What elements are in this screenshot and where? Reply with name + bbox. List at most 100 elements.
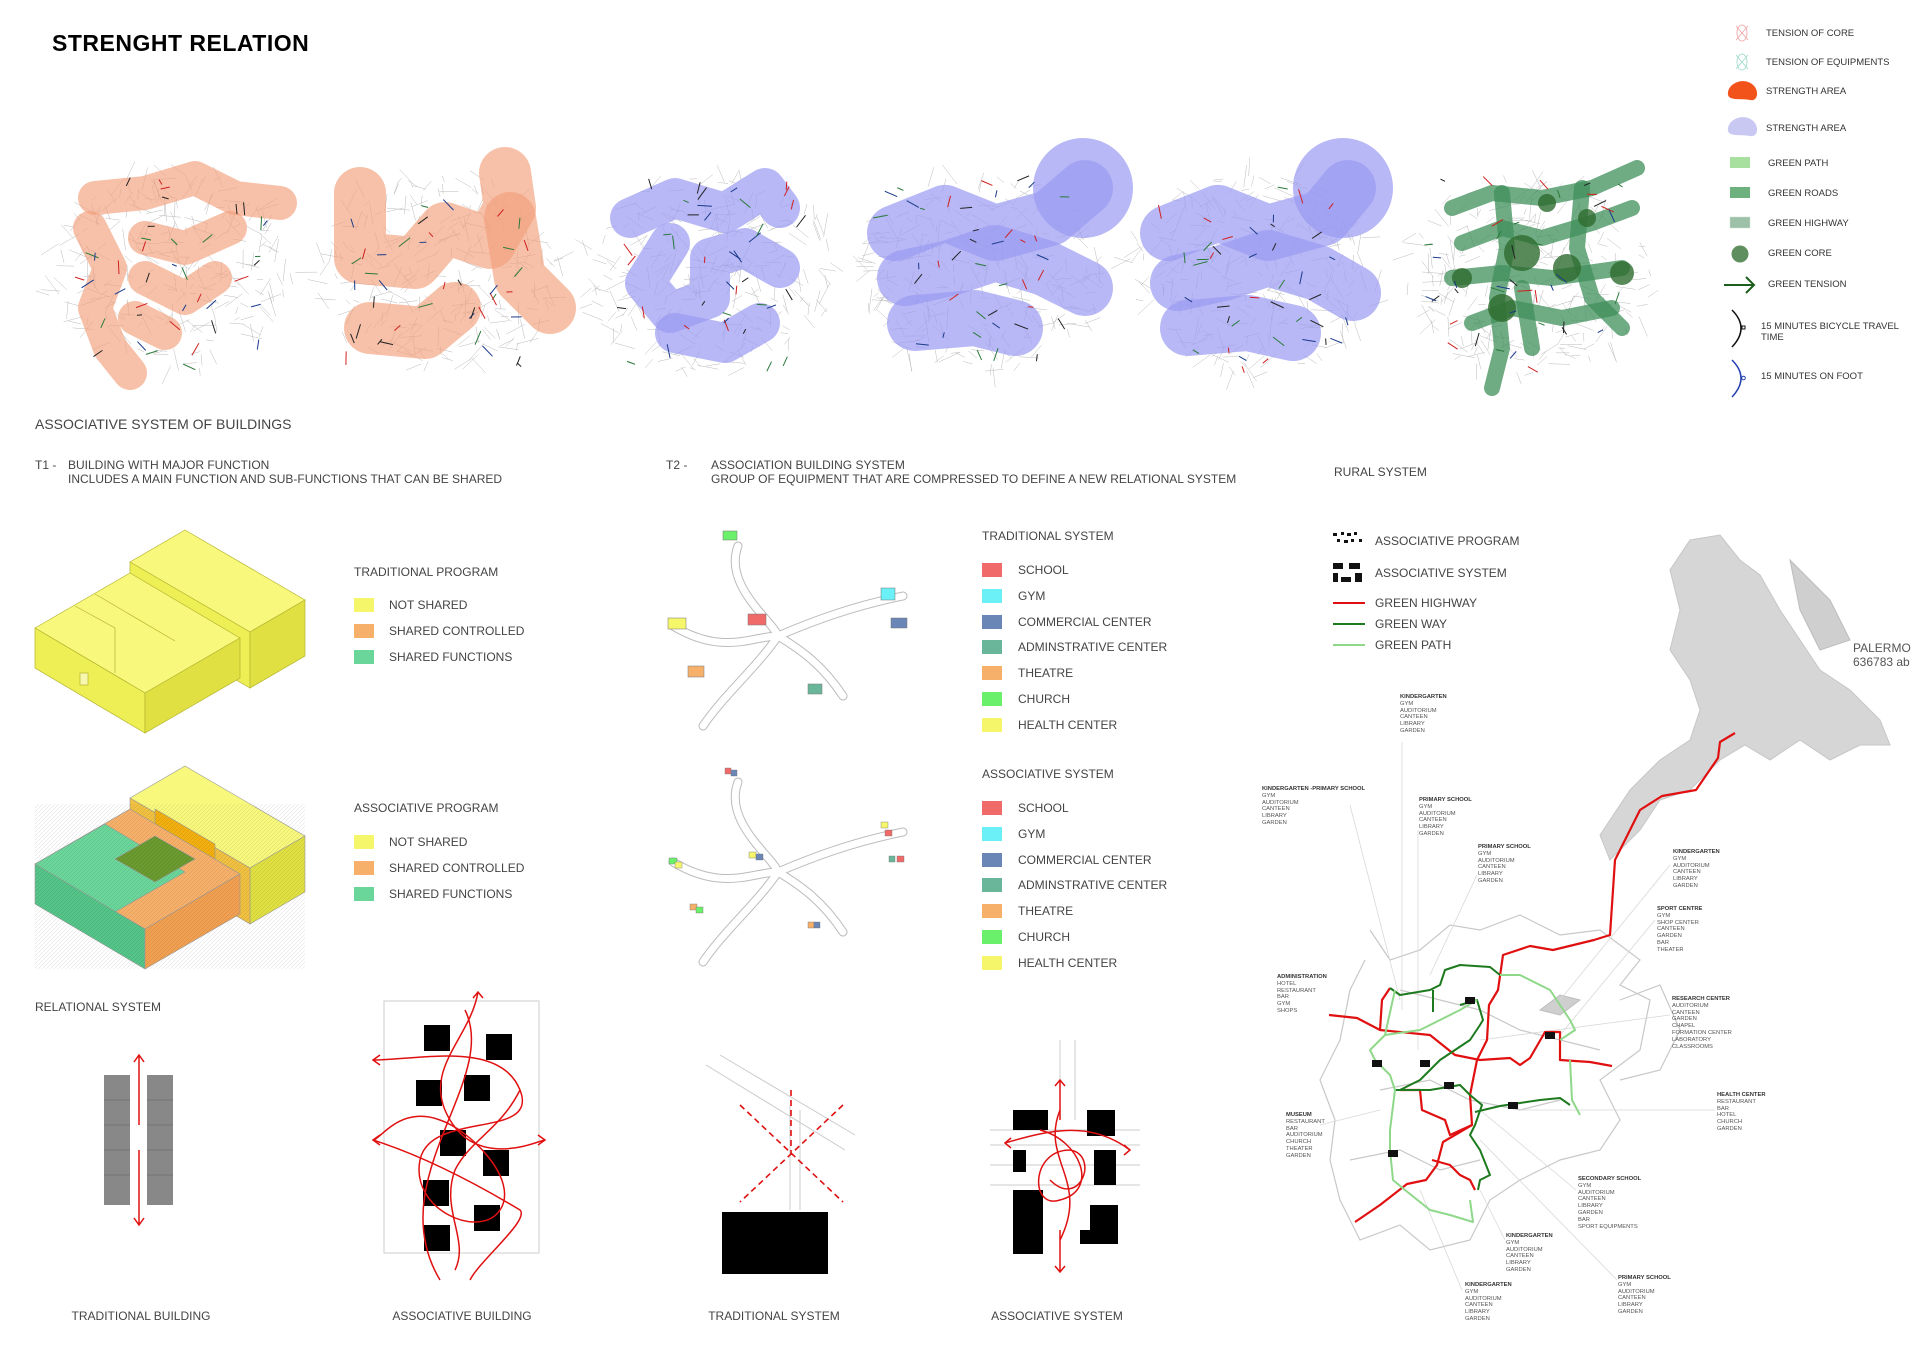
strength-area bbox=[1150, 230, 1381, 321]
facility-line: LABORATORY bbox=[1672, 1036, 1711, 1043]
facility-line: SPORT EQUIPMENTS bbox=[1578, 1223, 1638, 1230]
city-population: 636783 ab bbox=[1853, 655, 1910, 669]
facility-line: KINDERGARTEN -PRIMARY SCHOOL bbox=[1262, 786, 1366, 792]
legend-title: TRADITIONAL SYSTEM bbox=[982, 529, 1114, 543]
legend-label: NOT SHARED bbox=[389, 835, 468, 849]
label-leader-lines bbox=[1319, 742, 1715, 1291]
facility-line: GYM bbox=[1277, 1001, 1291, 1008]
traditional-building-isometric bbox=[34, 529, 306, 734]
facility-line: CANTEEN bbox=[1618, 1295, 1646, 1302]
strength-area bbox=[1514, 280, 1540, 356]
tension-lines bbox=[74, 177, 268, 371]
swatch-church bbox=[982, 930, 1002, 944]
facility-line: GARDEN bbox=[1286, 1152, 1311, 1159]
green-tension-arrow-icon bbox=[1724, 276, 1756, 294]
legend-label: SHARED CONTROLLED bbox=[389, 861, 525, 875]
facility-line: KINDERGARTEN bbox=[1465, 1282, 1512, 1288]
facility-line: CANTEEN bbox=[1400, 714, 1428, 721]
health-block bbox=[667, 617, 687, 630]
associative-building-isometric bbox=[34, 765, 306, 970]
facility-label: KINDERGARTEN -PRIMARY SCHOOL GYM AUDITORIU… bbox=[1262, 786, 1365, 827]
facility-label: PRIMARY SCHOOL GYM AUDITORIUM CANTEEN LIBRAR… bbox=[1618, 1275, 1671, 1316]
city-name: PALERMO bbox=[1853, 641, 1911, 655]
legend-label: GREEN CORE bbox=[1768, 248, 1832, 259]
facility-line: LIBRARY bbox=[1506, 1260, 1531, 1267]
strength-area bbox=[1454, 200, 1640, 251]
facility-line: LIBRARY bbox=[1578, 1203, 1603, 1210]
page-title: STRENGHT RELATION bbox=[52, 30, 310, 56]
green-core bbox=[1578, 209, 1596, 227]
traditional-building-diagram bbox=[104, 1053, 173, 1227]
admin-block bbox=[807, 683, 823, 695]
tension-lines bbox=[1424, 176, 1623, 373]
strength-area bbox=[128, 261, 232, 315]
church-block bbox=[722, 530, 738, 541]
strength-area bbox=[73, 211, 147, 390]
legend-label: SCHOOL bbox=[1018, 801, 1069, 815]
legend-label: THEATRE bbox=[1018, 904, 1074, 919]
facility-line: GYM bbox=[1618, 1281, 1632, 1288]
swatch-not-shared bbox=[354, 598, 374, 612]
green-roads-icon bbox=[1730, 187, 1750, 198]
facility-line: LIBRARY bbox=[1673, 876, 1698, 883]
strength-area bbox=[128, 211, 247, 265]
facility-line: SHOPS bbox=[1277, 1007, 1298, 1014]
green-path-icon bbox=[1730, 157, 1750, 168]
relational-diagrams bbox=[104, 990, 1140, 1281]
relational-system-title: RELATIONAL SYSTEM bbox=[35, 1000, 162, 1014]
facility-line: MUSEUM bbox=[1286, 1112, 1312, 1118]
legend-label: GREEN PATH bbox=[1768, 158, 1829, 169]
swatch-commercial-center bbox=[982, 852, 1002, 867]
facility-line: KINDERGARTEN bbox=[1506, 1233, 1553, 1239]
facility-line: LIBRARY bbox=[1465, 1309, 1490, 1316]
facility-label: SECONDARY SCHOOL GYM AUDITORIUM CANTEEN LIBR… bbox=[1578, 1176, 1641, 1230]
facility-line: GARDEN bbox=[1478, 877, 1503, 884]
legend-label: GREEN PATH bbox=[1375, 638, 1452, 652]
legend-label: CHURCH bbox=[1018, 692, 1070, 706]
swatch-adminstrative-center bbox=[982, 640, 1002, 655]
t1-code: T1 - bbox=[35, 458, 57, 472]
facility-line: CLASSROOMS bbox=[1672, 1043, 1713, 1050]
facility-line: BAR bbox=[1657, 939, 1669, 946]
facility-line: GARDEN bbox=[1262, 819, 1287, 826]
strength-area bbox=[610, 168, 800, 238]
associative-system-icon bbox=[1333, 563, 1362, 582]
school-block bbox=[747, 613, 767, 626]
facility-line: GARDEN bbox=[1717, 1125, 1742, 1132]
facility-line: BAR bbox=[1717, 1105, 1729, 1112]
facility-line: HOTEL bbox=[1277, 980, 1297, 987]
caption-associative-building: ASSOCIATIVE BUILDING bbox=[392, 1309, 532, 1323]
swatch-commercial-center bbox=[982, 614, 1002, 629]
legend-label: SHARED FUNCTIONS bbox=[389, 887, 513, 901]
legend-label: 15 MINUTES ON FOOT bbox=[1761, 371, 1863, 382]
facility-line: CANTEEN bbox=[1478, 864, 1506, 871]
facility-line: AUDITORIUM bbox=[1618, 1288, 1655, 1295]
caption-traditional-building: TRADITIONAL BUILDING bbox=[71, 1309, 211, 1323]
tension-lines bbox=[873, 175, 1070, 362]
city-label: PALERMO 636783 ab bbox=[1853, 641, 1911, 669]
t2-line2: GROUP OF EQUIPMENT THAT ARE COMPRESSED T… bbox=[711, 472, 1237, 486]
strength-area bbox=[625, 223, 800, 333]
facility-label: RESEARCH CENTER AUDITORIUM CANTEEN GARDEN CH… bbox=[1672, 996, 1732, 1050]
facility-line: CANTEEN bbox=[1506, 1253, 1534, 1260]
facility-line: GARDEN bbox=[1578, 1209, 1603, 1216]
strength-area bbox=[877, 225, 1113, 316]
legend-icons bbox=[1724, 24, 1758, 398]
rural-system-title: RURAL SYSTEM bbox=[1334, 465, 1427, 479]
facility-line: GARDEN bbox=[1672, 1016, 1697, 1023]
t1-line2: INCLUDES A MAIN FUNCTION AND SUB-FUNCTIO… bbox=[68, 472, 503, 486]
t2-code: T2 - bbox=[666, 458, 688, 472]
strength-diagram-4 bbox=[852, 138, 1133, 388]
caption-associative-system: ASSOCIATIVE SYSTEM bbox=[991, 1309, 1123, 1323]
facility-line: GYM bbox=[1657, 912, 1671, 919]
facility-line: AUDITORIUM bbox=[1465, 1295, 1502, 1302]
swatch-school bbox=[982, 563, 1002, 577]
facility-line: RESEARCH CENTER bbox=[1672, 996, 1730, 1002]
strength-area bbox=[118, 301, 182, 350]
tension-lines bbox=[345, 199, 529, 368]
facility-line: PRIMARY SCHOOL bbox=[1478, 844, 1531, 850]
swatch-theatre bbox=[982, 904, 1002, 919]
facility-label: PRIMARY SCHOOL GYM AUDITORIUM CANTEEN LIBRAR… bbox=[1478, 844, 1531, 885]
legend-label: GREEN HIGHWAY bbox=[1375, 596, 1478, 610]
facility-line: THEATER bbox=[1657, 946, 1684, 953]
